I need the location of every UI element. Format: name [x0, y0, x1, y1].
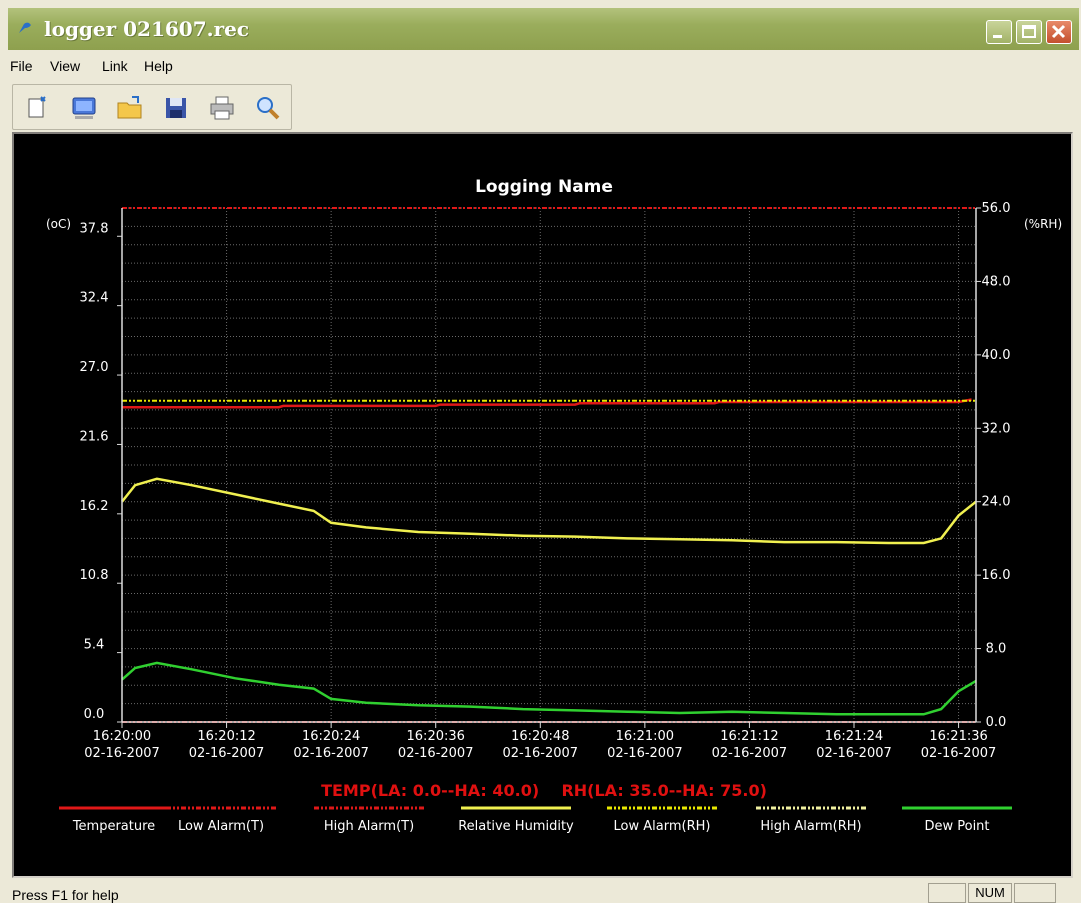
legend-label: High Alarm(RH): [760, 819, 861, 834]
app-icon: [19, 22, 31, 33]
x-tick-date-label: 02-16-2007: [189, 746, 265, 761]
alarm-limits-text: TEMP(LA: 0.0--HA: 40.0) RH(LA: 35.0--HA:…: [321, 781, 767, 800]
chart-panel: Logging Name (oC) (%RH) 37.8 32.4 27.0 21.6…: [12, 132, 1073, 878]
y-left-tick-label: 27.0: [80, 360, 109, 375]
application-window: logger 021607.rec File View Link Help Lo…: [8, 8, 1079, 903]
y-left-tick-label: 5.4: [84, 638, 105, 653]
status-pane-empty: [928, 883, 966, 903]
title-bar[interactable]: logger 021607.rec: [8, 8, 1079, 50]
window-title: logger 021607.rec: [44, 17, 250, 41]
logging-chart: Logging Name (oC) (%RH) 37.8 32.4 27.0 21.6…: [46, 177, 1062, 834]
y-right-tick-label: 8.0: [986, 642, 1007, 657]
y-right-tick-label: 0.0: [986, 715, 1007, 730]
minimize-icon: [993, 35, 1002, 38]
x-tick-time-label: 16:21:24: [825, 729, 883, 744]
x-tick-date-label: 02-16-2007: [816, 746, 892, 761]
monitor-icon[interactable]: [69, 93, 99, 123]
legend-label: Dew Point: [924, 819, 989, 834]
menu-help[interactable]: Help: [144, 58, 173, 74]
y-right-tick-label: 48.0: [982, 274, 1011, 289]
toolbar: [12, 84, 292, 130]
y-right-tick-label: 16.0: [982, 568, 1011, 583]
status-pane-blank: [1014, 883, 1056, 903]
print-icon[interactable]: [207, 93, 237, 123]
close-icon: [1051, 24, 1066, 39]
x-tick-time-label: 16:20:48: [511, 729, 569, 744]
status-help-text: Press F1 for help: [12, 887, 119, 903]
menu-link[interactable]: Link: [102, 58, 128, 74]
x-tick-time-label: 16:20:00: [93, 729, 151, 744]
menu-bar: File View Link Help: [8, 54, 1079, 78]
legend-label: Relative Humidity: [458, 819, 574, 834]
new-file-icon[interactable]: [23, 93, 53, 123]
y-right-tick-label: 24.0: [982, 495, 1011, 510]
x-tick-time-label: 16:20:24: [302, 729, 360, 744]
y-left-tick-label: 10.8: [80, 568, 109, 583]
status-num-indicator: NUM: [968, 883, 1012, 903]
minimize-button[interactable]: [986, 20, 1012, 44]
y-right-tick-label: 40.0: [982, 348, 1011, 363]
x-tick-date-label: 02-16-2007: [607, 746, 683, 761]
x-tick-date-label: 02-16-2007: [921, 746, 997, 761]
open-folder-icon[interactable]: [115, 93, 145, 123]
y-left-unit: (oC): [46, 217, 71, 231]
y-left-tick-label: 37.8: [80, 221, 109, 236]
maximize-icon: [1022, 25, 1036, 38]
status-bar: Press F1 for help NUM: [8, 878, 1079, 903]
legend-label: Temperature: [72, 819, 155, 834]
save-icon[interactable]: [161, 93, 191, 123]
y-right-tick-label: 56.0: [982, 201, 1011, 216]
y-left-tick-label: 0.0: [84, 707, 105, 722]
y-left-tick-label: 16.2: [80, 499, 109, 514]
y-right-tick-label: 32.0: [982, 421, 1011, 436]
legend-label: Low Alarm(T): [178, 819, 264, 834]
x-tick-date-label: 02-16-2007: [503, 746, 579, 761]
y-left-tick-label: 21.6: [80, 429, 109, 444]
x-tick-time-label: 16:21:00: [616, 729, 674, 744]
legend-label: High Alarm(T): [324, 819, 414, 834]
maximize-button[interactable]: [1016, 20, 1042, 44]
x-tick-time-label: 16:21:36: [929, 729, 987, 744]
zoom-icon[interactable]: [253, 93, 283, 123]
legend-label: Low Alarm(RH): [614, 819, 711, 834]
menu-file[interactable]: File: [10, 58, 33, 74]
x-tick-time-label: 16:20:12: [197, 729, 255, 744]
chart-axes: 37.8 32.4 27.0 21.6 16.2 10.8 5.4 0.0 56.0 48.0 40…: [80, 201, 1011, 761]
x-tick-time-label: 16:21:12: [720, 729, 778, 744]
close-button[interactable]: [1046, 20, 1072, 44]
chart-legend: Temperature Low Alarm(T) High Alarm(T) Rela…: [59, 806, 1012, 834]
chart-title: Logging Name: [475, 177, 613, 197]
series-dew-point: [121, 661, 977, 716]
menu-view[interactable]: View: [50, 58, 81, 74]
y-left-tick-label: 32.4: [80, 291, 109, 306]
x-tick-date-label: 02-16-2007: [84, 746, 160, 761]
y-right-unit: (%RH): [1024, 217, 1062, 231]
series-temperature: [122, 398, 972, 409]
x-tick-date-label: 02-16-2007: [293, 746, 369, 761]
chart-grid: [121, 207, 977, 723]
x-tick-time-label: 16:20:36: [407, 729, 465, 744]
x-tick-date-label: 02-16-2007: [398, 746, 474, 761]
x-tick-date-label: 02-16-2007: [712, 746, 788, 761]
series-relative-humidity: [121, 477, 977, 545]
